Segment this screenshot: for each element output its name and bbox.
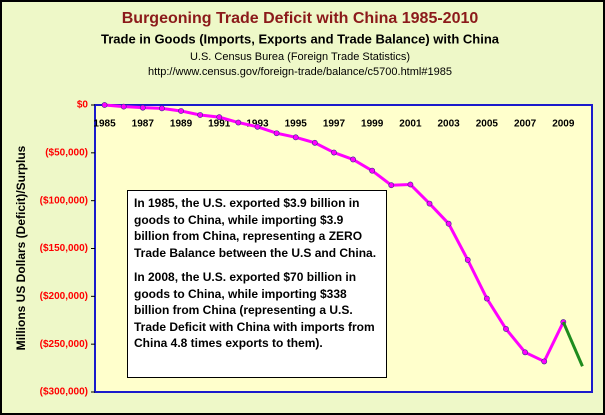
chart-subtitle: Trade in Goods (Imports, Exports and Tra… <box>101 31 500 46</box>
point <box>503 326 509 332</box>
point <box>464 257 471 263</box>
point <box>483 295 490 302</box>
y-tick-label: ($300,000) <box>40 387 88 398</box>
x-tick-label: 1999 <box>361 119 384 130</box>
point <box>178 108 184 114</box>
source: U.S. Census Burea (Foreign Trade Statist… <box>190 51 410 63</box>
point <box>101 102 108 108</box>
x-tick-label: 1995 <box>285 119 308 130</box>
x-tick-label: 2009 <box>552 119 575 130</box>
x-tick-label: 2005 <box>476 119 499 130</box>
y-tick-label: ($100,000) <box>40 195 88 206</box>
y-tick-label: $0 <box>77 100 89 111</box>
x-tick-label: 1985 <box>93 119 116 130</box>
point <box>159 105 165 112</box>
point <box>216 114 223 121</box>
point <box>541 358 548 365</box>
series-line <box>561 321 584 367</box>
point <box>235 119 242 126</box>
point <box>254 123 261 130</box>
point <box>331 149 337 156</box>
x-tick-label: 2001 <box>399 119 422 130</box>
x-tick-label: 1991 <box>208 119 231 130</box>
point <box>350 156 356 163</box>
point <box>407 181 414 188</box>
point <box>273 130 280 137</box>
y-tick-label: ($250,000) <box>40 339 88 350</box>
point <box>522 349 528 356</box>
annotation: In 1985, the U.S. exported $3.9 billion … <box>134 196 377 260</box>
chart-title: Burgeoning Trade Deficit with China 1985… <box>122 10 479 27</box>
source-url: http://www.census.gov/foreign-trade/bala… <box>148 66 452 78</box>
point <box>388 182 395 189</box>
x-tick-label: 1989 <box>170 119 193 130</box>
point <box>292 134 299 141</box>
annotation-box: In 1985, the U.S. exported $3.9 billion … <box>127 190 387 378</box>
x-tick-label: 2007 <box>514 119 537 130</box>
point <box>311 139 318 146</box>
x-tick-label: 1987 <box>132 119 155 130</box>
point <box>369 167 376 174</box>
y-tick-label: ($150,000) <box>40 243 88 254</box>
point <box>120 103 127 110</box>
y-tick-label: ($50,000) <box>45 147 88 158</box>
y-axis-label: Millions US Dollars (Deficit)/Surplus <box>14 145 28 350</box>
point <box>197 112 204 118</box>
x-tick-label: 1997 <box>323 119 346 130</box>
point <box>426 200 433 207</box>
point <box>445 220 452 227</box>
y-tick-label: ($200,000) <box>40 291 88 302</box>
point <box>139 104 146 111</box>
annotation: In 2008, the U.S. exported $70 billion i… <box>134 270 375 350</box>
x-tick-label: 2003 <box>438 119 461 130</box>
